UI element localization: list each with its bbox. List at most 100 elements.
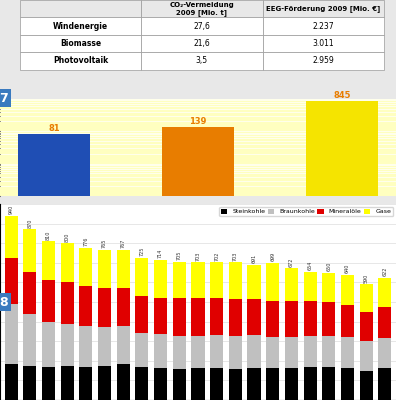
Bar (341, 337, 354, 368)
Bar (18, 134, 90, 400)
Bar (210, 262, 223, 298)
Bar (154, 334, 167, 368)
Text: 81: 81 (48, 124, 60, 134)
Bar (285, 268, 298, 301)
Text: 650: 650 (326, 262, 331, 271)
Bar (378, 278, 391, 307)
Text: 699: 699 (270, 252, 275, 261)
Bar (191, 298, 205, 336)
Bar (210, 368, 223, 400)
Bar (191, 336, 205, 368)
Bar (173, 369, 186, 400)
Bar (266, 301, 279, 337)
Bar (154, 298, 167, 334)
Bar (5, 364, 18, 400)
Bar (5, 216, 18, 258)
Bar (266, 368, 279, 400)
Text: 714: 714 (158, 249, 163, 258)
Bar (248, 335, 261, 368)
Bar (360, 312, 373, 340)
Bar (98, 327, 111, 366)
Bar (173, 298, 186, 336)
Bar (79, 286, 92, 326)
Bar (304, 272, 317, 301)
Text: 622: 622 (382, 267, 387, 276)
Bar (266, 263, 279, 301)
Bar (61, 366, 74, 400)
Bar (173, 336, 186, 369)
Bar (117, 364, 130, 400)
Bar (61, 324, 74, 366)
Bar (23, 314, 36, 366)
Bar (266, 337, 279, 368)
Text: 590: 590 (364, 274, 369, 283)
Bar (304, 301, 317, 336)
Bar (191, 262, 205, 298)
Bar (378, 307, 391, 338)
Bar (360, 284, 373, 312)
Bar (117, 326, 130, 364)
Bar (306, 101, 378, 400)
Bar (135, 296, 148, 333)
Bar (322, 367, 335, 400)
Text: 776: 776 (84, 237, 88, 246)
Text: 703: 703 (233, 251, 238, 260)
Bar (322, 302, 335, 336)
Bar (210, 298, 223, 335)
Bar (98, 288, 111, 327)
Bar (135, 258, 148, 296)
Bar (229, 262, 242, 300)
Bar (23, 272, 36, 314)
Bar (42, 241, 55, 280)
Bar (98, 250, 111, 288)
Bar (117, 288, 130, 326)
Bar (229, 336, 242, 369)
Bar (5, 304, 18, 364)
Text: 845: 845 (333, 92, 351, 100)
Text: 139: 139 (189, 117, 207, 126)
Bar (135, 333, 148, 367)
Bar (23, 230, 36, 272)
Bar (285, 368, 298, 400)
Text: 725: 725 (139, 247, 145, 256)
Bar (304, 367, 317, 400)
Bar (285, 337, 298, 368)
Legend: Windenergie, Biomasse, Photovoltaik: Windenergie, Biomasse, Photovoltaik (119, 214, 277, 224)
Bar (42, 322, 55, 367)
Text: 691: 691 (251, 254, 257, 263)
Bar (229, 300, 242, 336)
Bar (154, 260, 167, 298)
Text: 702: 702 (214, 252, 219, 261)
Bar (42, 280, 55, 322)
Bar (248, 299, 261, 335)
Bar (98, 366, 111, 400)
Bar (341, 274, 354, 305)
Bar (341, 368, 354, 400)
Bar (61, 243, 74, 282)
Text: 703: 703 (196, 251, 200, 260)
Text: 7: 7 (0, 92, 8, 104)
Bar (154, 368, 167, 400)
Bar (378, 368, 391, 400)
Text: 640: 640 (345, 264, 350, 273)
Bar (285, 301, 298, 337)
Text: 800: 800 (65, 232, 70, 242)
Text: 8: 8 (0, 296, 8, 308)
Bar (360, 371, 373, 400)
Bar (322, 272, 335, 302)
Bar (378, 338, 391, 368)
Bar (135, 367, 148, 400)
Bar (162, 126, 234, 400)
Bar (23, 366, 36, 400)
Text: 654: 654 (308, 261, 312, 270)
Bar (42, 367, 55, 400)
Text: 940: 940 (9, 205, 14, 214)
Bar (248, 264, 261, 299)
Bar (117, 250, 130, 288)
Bar (79, 326, 92, 367)
Bar (304, 336, 317, 367)
Bar (79, 367, 92, 400)
Text: 765: 765 (102, 239, 107, 248)
Bar (229, 369, 242, 400)
Text: 705: 705 (177, 251, 182, 260)
